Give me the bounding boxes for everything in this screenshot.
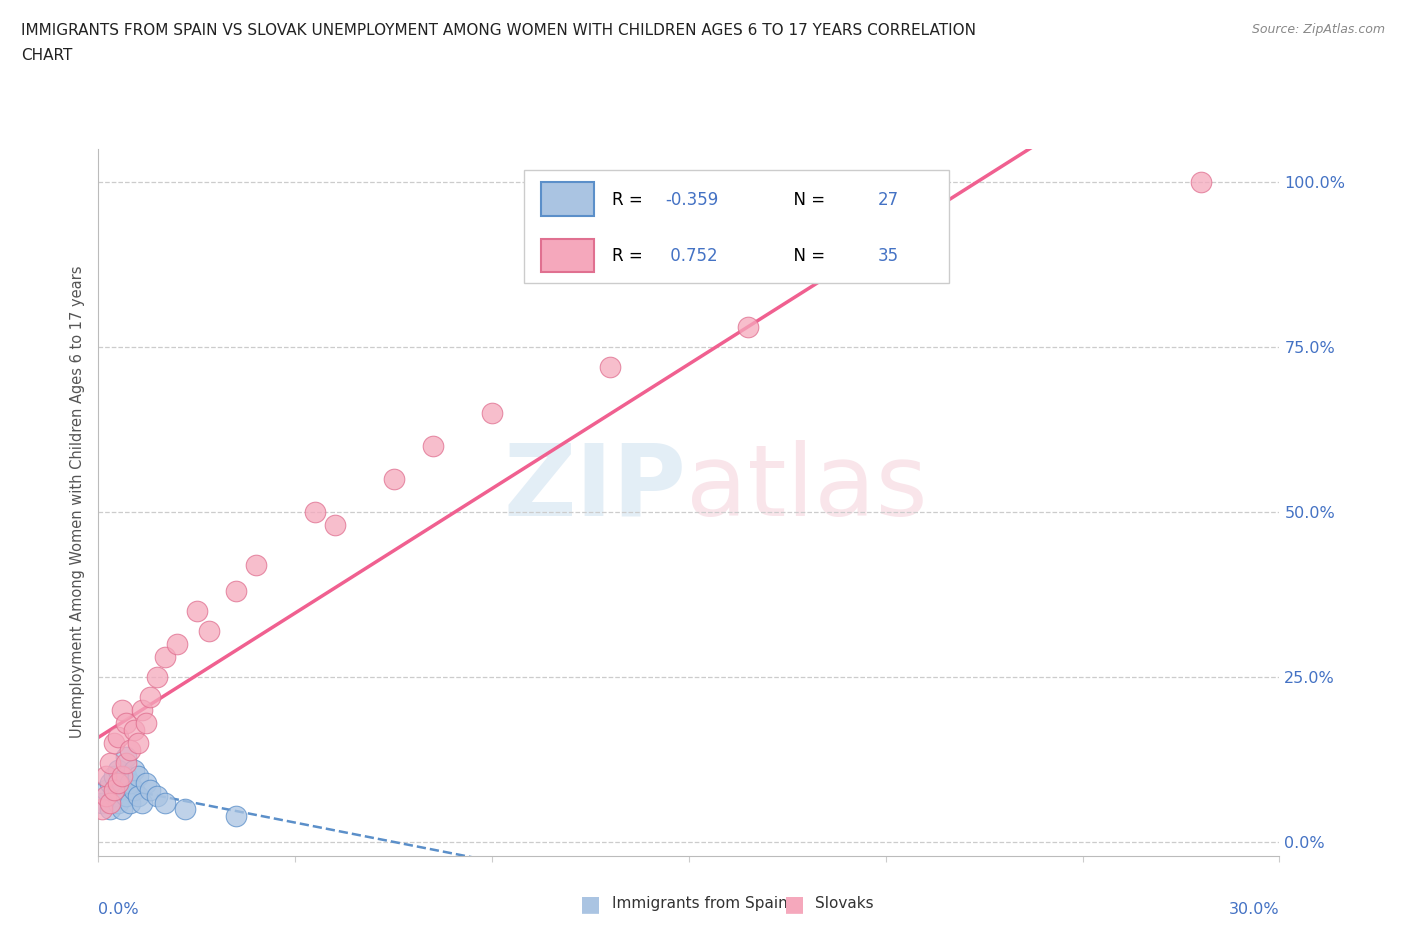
Point [146,670,169,684]
Point [115,789,138,804]
Point [107,782,129,797]
Point [118,742,141,757]
Point [166,637,188,652]
Point [103,769,125,784]
Point [131,703,153,718]
Point [107,729,129,744]
Point [174,802,197,817]
Text: R =: R = [612,191,648,208]
Text: Source: ZipAtlas.com: Source: ZipAtlas.com [1251,23,1385,36]
Text: CHART: CHART [21,48,73,63]
Point [111,802,134,817]
Point [155,650,177,665]
Text: N =: N = [783,247,831,265]
Point [245,557,267,572]
Point [382,472,405,486]
Text: 30.0%: 30.0% [1229,901,1279,917]
Point [155,795,177,810]
Point [197,624,219,639]
Point [98,795,121,810]
Point [91,802,114,817]
Point [98,776,121,790]
Point [599,359,621,374]
Point [127,736,149,751]
Text: -0.359: -0.359 [665,191,718,208]
Text: 0.0%: 0.0% [98,901,139,917]
Point [127,789,149,804]
Point [98,756,121,771]
Point [96,782,118,797]
Point [875,241,897,256]
FancyBboxPatch shape [541,239,595,272]
Point [107,763,129,777]
Point [131,795,153,810]
Point [111,703,134,718]
Point [422,439,444,454]
Point [186,604,208,618]
Point [98,802,121,817]
Point [118,776,141,790]
Point [111,769,134,784]
Point [323,518,346,533]
Point [103,782,125,797]
Text: ZIP: ZIP [503,440,686,537]
Point [122,763,145,777]
Point [107,776,129,790]
Point [304,505,326,520]
Point [115,756,138,771]
Text: Immigrants from Spain: Immigrants from Spain [612,897,787,911]
Point [122,723,145,737]
Point [107,795,129,810]
Text: Slovaks: Slovaks [815,897,875,911]
Point [96,769,118,784]
Text: ■: ■ [785,894,804,914]
Point [225,808,247,823]
Point [225,584,247,599]
Point [146,789,169,804]
Point [91,795,114,810]
Text: IMMIGRANTS FROM SPAIN VS SLOVAK UNEMPLOYMENT AMONG WOMEN WITH CHILDREN AGES 6 TO: IMMIGRANTS FROM SPAIN VS SLOVAK UNEMPLOY… [21,23,976,38]
Text: R =: R = [612,247,648,265]
Point [103,736,125,751]
Text: 0.752: 0.752 [665,247,718,265]
Point [96,789,118,804]
Point [115,749,138,764]
Point [115,716,138,731]
Point [138,690,160,705]
Text: 35: 35 [877,247,898,265]
Point [122,782,145,797]
Point [111,776,134,790]
Point [135,716,157,731]
Point [115,769,138,784]
Text: ■: ■ [581,894,600,914]
Point [118,795,141,810]
FancyBboxPatch shape [523,170,949,283]
Point [138,782,160,797]
FancyBboxPatch shape [541,182,595,216]
Point [1189,175,1212,190]
Point [127,769,149,784]
Point [135,776,157,790]
Text: N =: N = [783,191,831,208]
Text: 27: 27 [877,191,898,208]
Point [103,789,125,804]
Point [481,405,503,420]
Text: atlas: atlas [686,440,928,537]
Point [737,320,759,335]
Y-axis label: Unemployment Among Women with Children Ages 6 to 17 years: Unemployment Among Women with Children A… [70,266,86,738]
